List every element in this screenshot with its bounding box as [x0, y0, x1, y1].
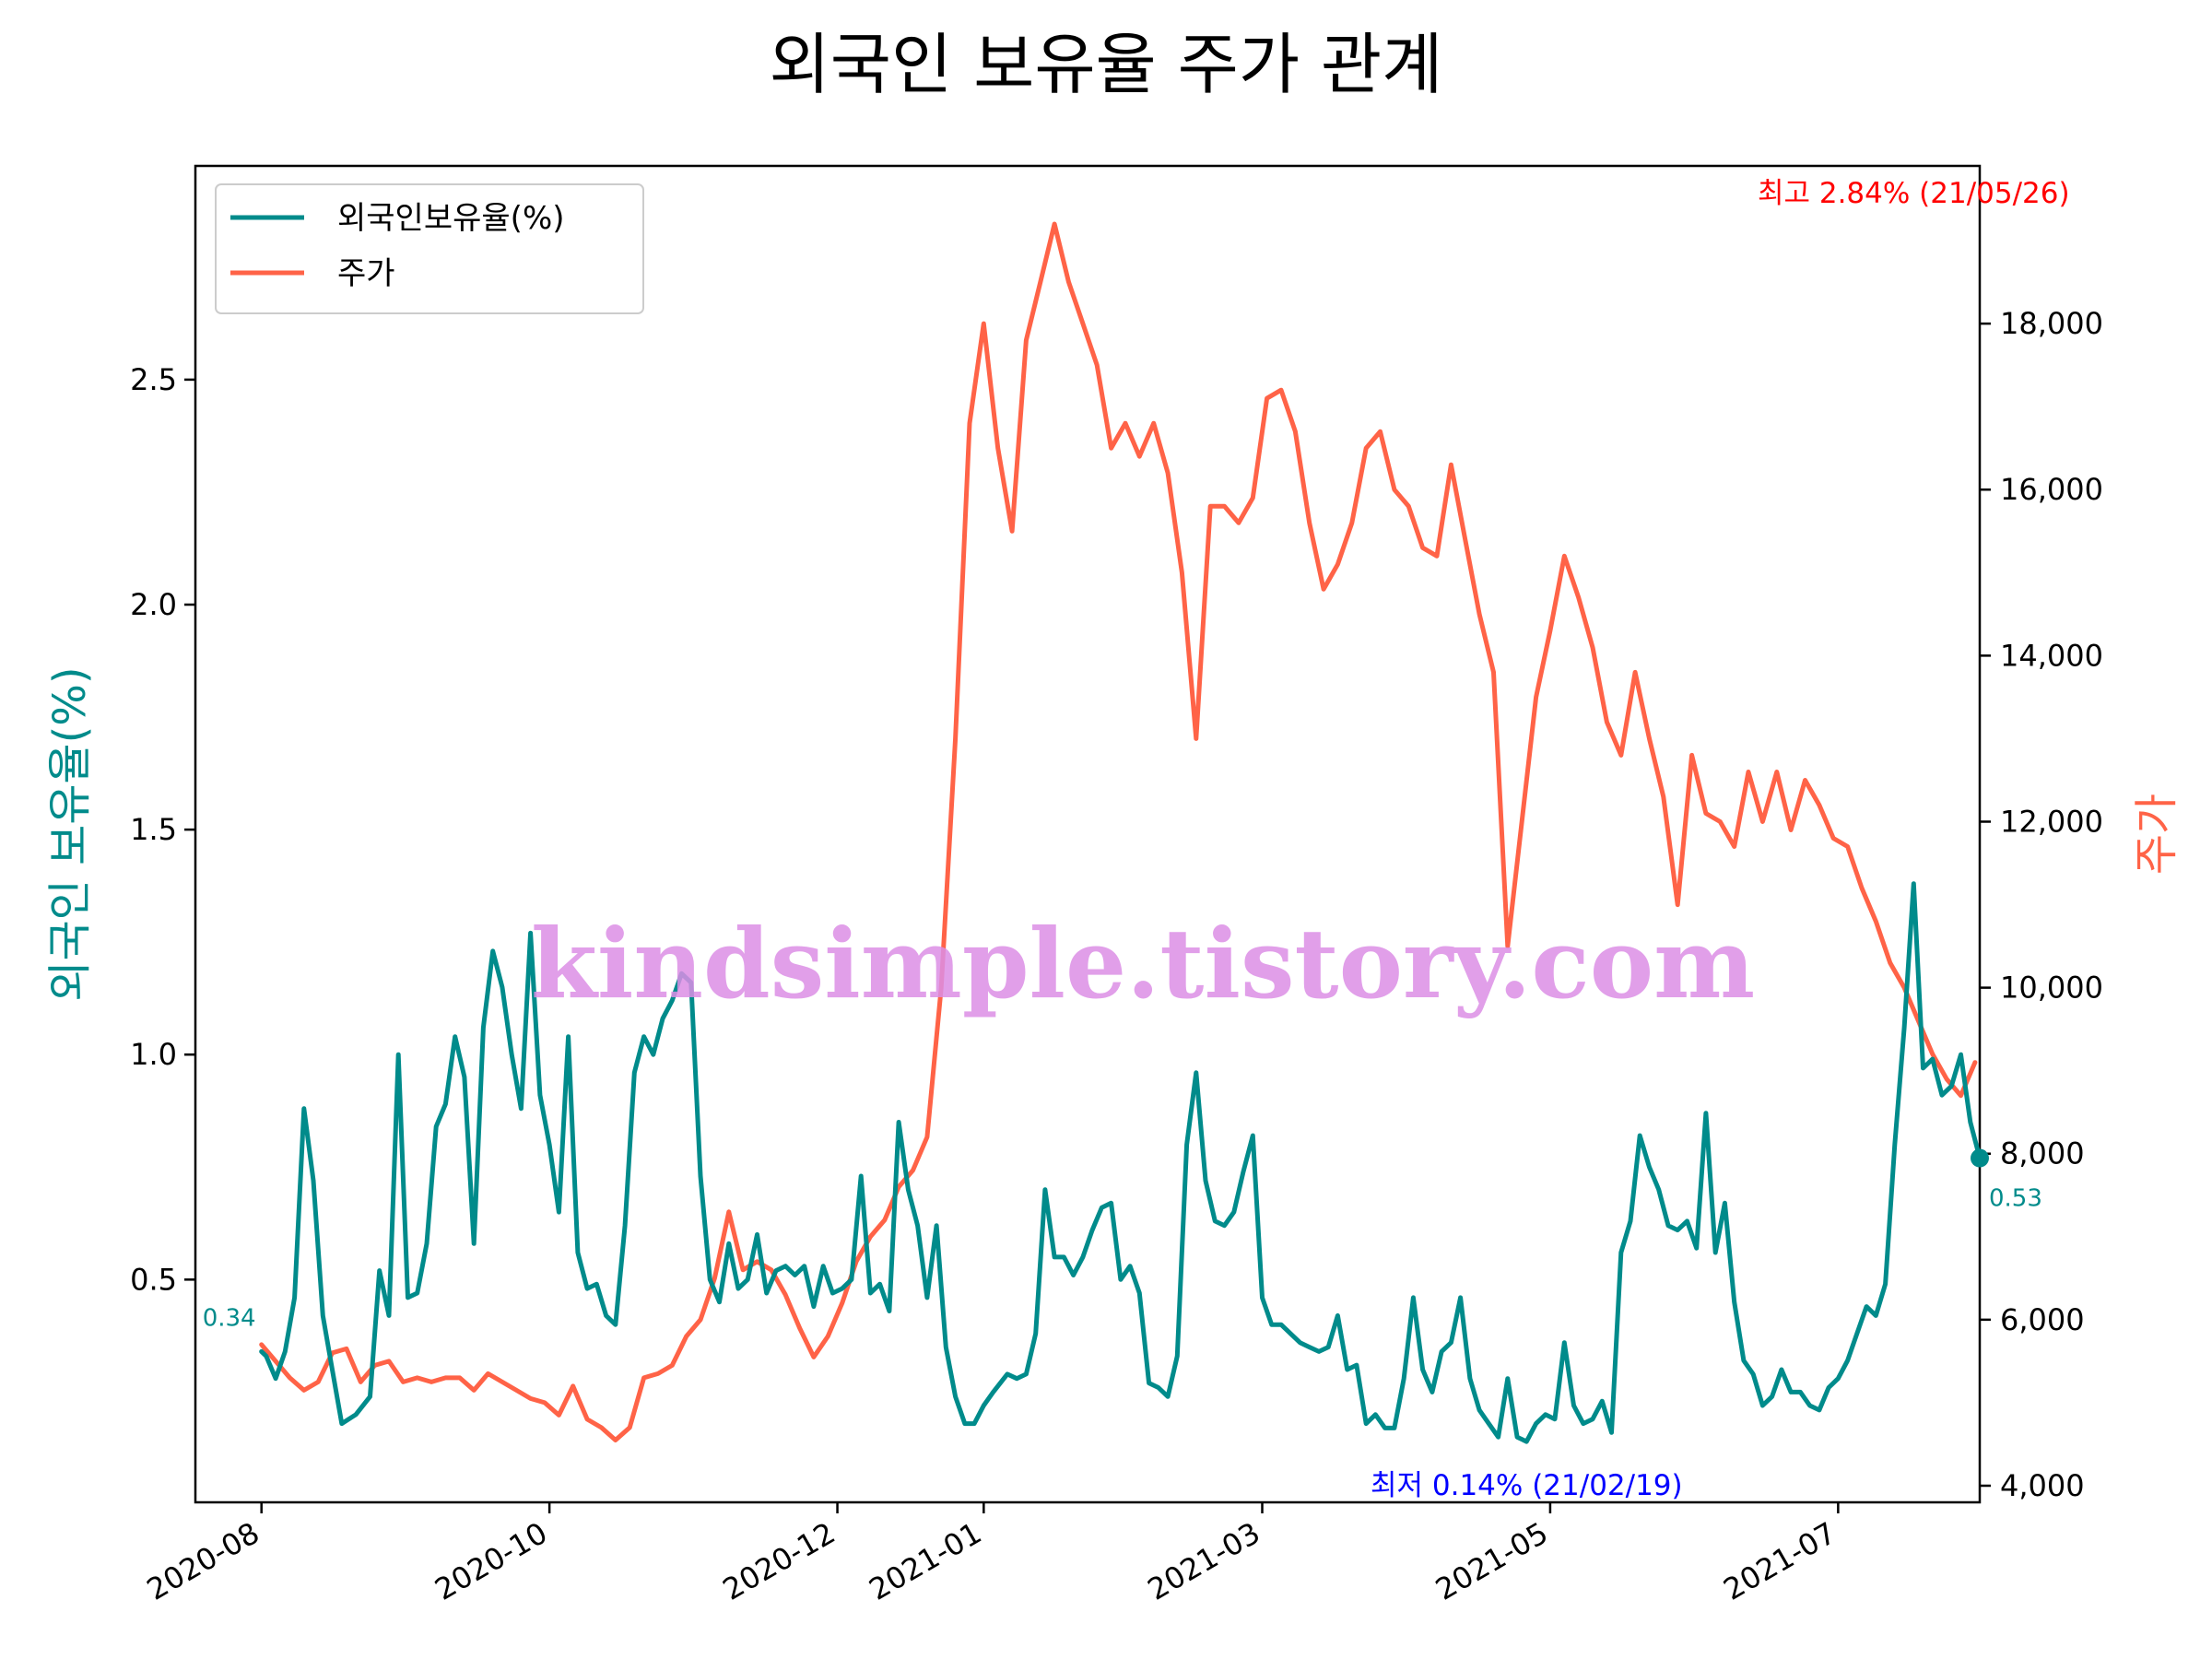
- last-value-marker: [1971, 1148, 1989, 1168]
- annotations: 최고 2.84% (21/05/26) 최저 0.14% (21/02/19) 0.…: [203, 177, 2070, 1502]
- legend-label-holding: 외국인보유율(%): [337, 200, 565, 237]
- y-axis-right: 4,000 6,000 8,000 10,000 12,000 14,000 16,000 1…: [1980, 306, 2103, 1503]
- legend: 외국인보유율(%) 주가: [215, 183, 644, 314]
- legend-label-price: 주가: [337, 255, 395, 292]
- y-left-tick-label: 1.0: [130, 1037, 177, 1072]
- x-tick-label: 2020-10: [429, 1515, 553, 1607]
- y-axis-label-right: 주가: [2131, 794, 2183, 875]
- first-value-label: 0.34: [203, 1304, 256, 1332]
- chart-title: 외국인 보유율 주가 관계: [769, 26, 1442, 103]
- plot-area: 2020-08 2020-10 2020-12 2021-01 2021-03 2021-…: [130, 164, 2103, 1607]
- y-right-tick-label: 12,000: [2000, 804, 2103, 839]
- x-axis: 2020-08 2020-10 2020-12 2021-01 2021-03 2021-…: [141, 1502, 1841, 1607]
- y-axis-label-left: 외국인 보유율(%): [44, 666, 96, 1001]
- y-left-tick-label: 0.5: [130, 1262, 177, 1297]
- y-right-tick-label: 4,000: [2000, 1468, 2085, 1503]
- y-right-tick-label: 10,000: [2000, 971, 2103, 1006]
- y-left-tick-label: 2.0: [130, 587, 177, 622]
- series-line-price: [259, 221, 1978, 1442]
- plot-frame: [194, 164, 1982, 1504]
- y-left-tick-label: 1.5: [130, 812, 177, 847]
- y-left-tick-label: 2.5: [130, 362, 177, 397]
- x-tick-label: 2020-12: [717, 1515, 841, 1607]
- x-tick-label: 2021-01: [864, 1515, 988, 1607]
- x-tick-label: 2020-08: [141, 1515, 265, 1607]
- watermark-text: kindsimple.tistory.com: [531, 907, 1755, 1020]
- series-line-holding: [259, 881, 1983, 1444]
- last-value-label: 0.53: [1989, 1185, 2042, 1213]
- max-annotation: 최고 2.84% (21/05/26): [1758, 177, 2070, 210]
- y-right-tick-label: 14,000: [2000, 638, 2103, 673]
- series-lines: [259, 221, 1983, 1444]
- y-axis-left: 0.5 1.0 1.5 2.0 2.5: [130, 362, 195, 1297]
- y-right-tick-label: 16,000: [2000, 472, 2103, 507]
- min-annotation: 최저 0.14% (21/02/19): [1371, 1469, 1683, 1502]
- x-tick-label: 2021-05: [1430, 1515, 1554, 1607]
- y-right-tick-label: 18,000: [2000, 306, 2103, 341]
- legend-box: [215, 183, 644, 314]
- y-right-tick-label: 6,000: [2000, 1302, 2085, 1337]
- x-tick-label: 2021-07: [1718, 1515, 1842, 1607]
- x-tick-label: 2021-03: [1142, 1515, 1266, 1607]
- y-right-tick-label: 8,000: [2000, 1136, 2085, 1171]
